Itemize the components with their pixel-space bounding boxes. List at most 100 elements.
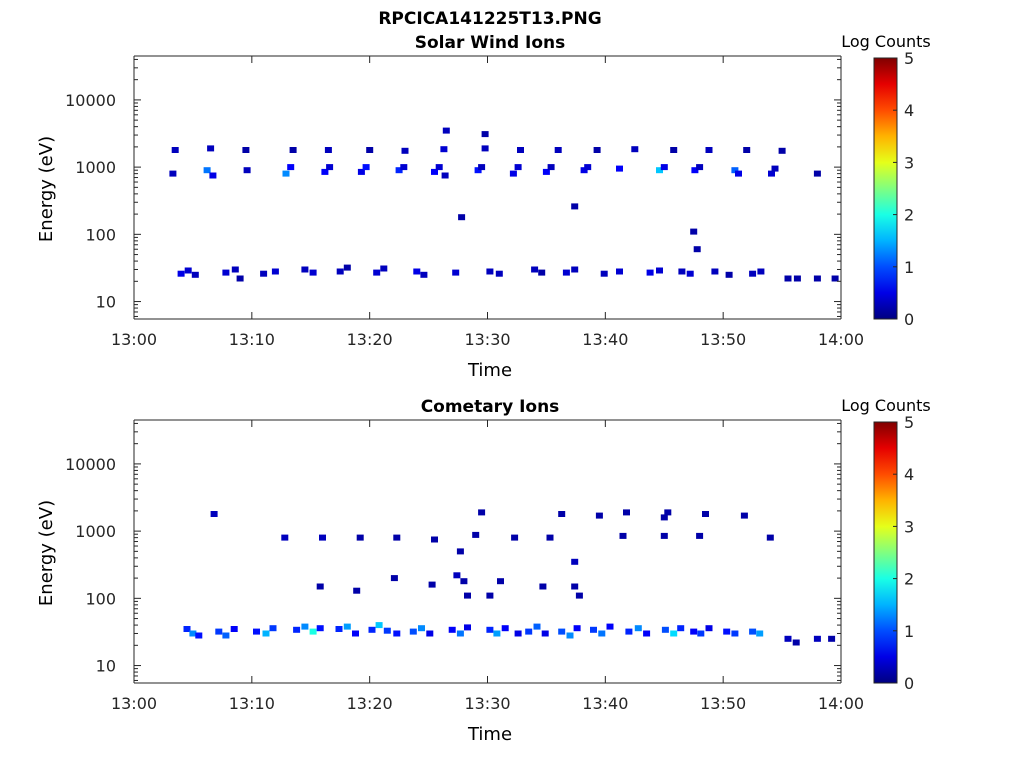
heatmap-cell xyxy=(731,167,739,174)
heatmap-cell xyxy=(375,622,383,629)
colorbar-tick-label: 0 xyxy=(904,310,914,329)
heatmap-cell xyxy=(440,146,448,153)
heatmap-cell xyxy=(262,630,270,637)
y-tick-label: 10000 xyxy=(65,455,116,474)
heatmap-cell xyxy=(619,532,627,539)
colorbar-label: Log Counts xyxy=(841,396,931,415)
heatmap-cell xyxy=(643,630,651,637)
heatmap-cell xyxy=(435,164,443,171)
heatmap-cell xyxy=(287,164,295,171)
heatmap-cell xyxy=(441,172,449,179)
solar-wind-panel: Solar Wind Ions Time Energy (eV) Log Cou… xyxy=(36,32,931,381)
heatmap-cell xyxy=(456,630,464,637)
x-tick-label: 13:00 xyxy=(111,330,157,349)
heatmap-cell xyxy=(590,626,597,633)
heatmap-cell xyxy=(343,623,351,630)
heatmap-cell xyxy=(321,168,329,175)
colorbar-tick-label: 4 xyxy=(904,101,914,120)
heatmap-cell xyxy=(452,269,460,276)
heatmap-cell xyxy=(656,267,663,274)
heatmap-cell xyxy=(768,170,775,177)
heatmap-cell xyxy=(757,268,765,275)
y-axis-label: Energy (eV) xyxy=(36,136,57,242)
heatmap-cell xyxy=(723,628,731,635)
x-tick-label: 13:10 xyxy=(229,330,275,349)
x-axis-label: Time xyxy=(467,360,512,381)
heatmap-cell xyxy=(309,628,317,635)
heatmap-cell xyxy=(656,167,663,174)
x-tick-label: 13:40 xyxy=(582,330,628,349)
heatmap-cell xyxy=(269,625,277,632)
heatmap-cell xyxy=(393,630,401,637)
heatmap-cell xyxy=(690,228,698,235)
y-axis-label: Energy (eV) xyxy=(36,500,57,606)
heatmap-cell xyxy=(281,534,289,541)
heatmap-cell xyxy=(301,623,309,630)
heatmap-cell xyxy=(253,628,260,635)
colorbar-tick-label: 2 xyxy=(904,206,914,225)
heatmap-cell xyxy=(409,628,417,635)
colorbar xyxy=(873,57,898,320)
x-tick-label: 13:10 xyxy=(229,694,275,713)
heatmap-cell xyxy=(289,147,297,153)
y-tick-label: 10 xyxy=(96,293,116,312)
heatmap-cell xyxy=(431,168,438,175)
heatmap-cell xyxy=(474,167,482,174)
heatmap-cell xyxy=(428,581,436,588)
cometary-panel: Cometary Ions Time Energy (eV) Log Count… xyxy=(36,396,931,745)
heatmap-cell xyxy=(778,147,786,154)
heatmap-cell xyxy=(660,514,668,521)
heatmap-cell xyxy=(230,626,238,632)
heatmap-cell xyxy=(813,635,821,642)
heatmap-cell xyxy=(525,628,533,635)
heatmap-cell xyxy=(538,269,546,276)
heatmap-cell xyxy=(606,623,614,630)
heatmap-cell xyxy=(531,266,539,273)
heatmap-cell xyxy=(584,164,592,171)
colorbar xyxy=(873,421,898,684)
x-tick-label: 13:20 xyxy=(347,330,393,349)
heatmap-cell xyxy=(413,268,421,275)
heatmap-cells xyxy=(183,509,836,646)
heatmap-cell xyxy=(418,625,425,632)
heatmap-cell xyxy=(282,170,290,177)
heatmap-cell xyxy=(231,266,239,273)
heatmap-cell xyxy=(177,270,185,277)
colorbar-tick-label: 3 xyxy=(904,517,914,536)
heatmap-cell xyxy=(580,167,588,174)
heatmap-cell xyxy=(357,168,365,175)
heatmap-cell xyxy=(393,534,401,541)
heatmap-cell xyxy=(828,635,836,642)
heatmap-cells xyxy=(169,127,839,282)
heatmap-cell xyxy=(593,147,601,153)
heatmap-cell xyxy=(660,164,668,171)
heatmap-cell xyxy=(784,635,792,642)
heatmap-cell xyxy=(210,511,218,517)
colorbar-tick-label: 0 xyxy=(904,674,914,693)
heatmap-cell xyxy=(293,626,301,633)
x-tick-label: 13:30 xyxy=(464,694,510,713)
heatmap-cell xyxy=(514,164,522,171)
heatmap-cell xyxy=(631,146,639,153)
heatmap-cell xyxy=(472,531,480,538)
heatmap-cell xyxy=(191,271,199,278)
heatmap-cell xyxy=(171,147,179,153)
heatmap-cell xyxy=(616,165,623,172)
heatmap-cell xyxy=(493,630,501,637)
heatmap-cell xyxy=(486,626,494,633)
heatmap-cell xyxy=(749,628,757,635)
heatmap-cell xyxy=(324,147,332,153)
heatmap-cell xyxy=(693,246,701,253)
heatmap-cell xyxy=(705,147,713,153)
heatmap-cell xyxy=(400,164,408,171)
heatmap-cell xyxy=(481,131,489,138)
heatmap-cell xyxy=(691,167,699,174)
heatmap-cell xyxy=(301,266,309,273)
heatmap-cell xyxy=(831,275,839,282)
heatmap-cell xyxy=(546,534,554,541)
heatmap-cell xyxy=(558,628,566,635)
heatmap-cell xyxy=(243,167,251,174)
heatmap-cell xyxy=(366,147,374,153)
heatmap-cell xyxy=(595,512,603,519)
heatmap-cell xyxy=(319,534,326,541)
